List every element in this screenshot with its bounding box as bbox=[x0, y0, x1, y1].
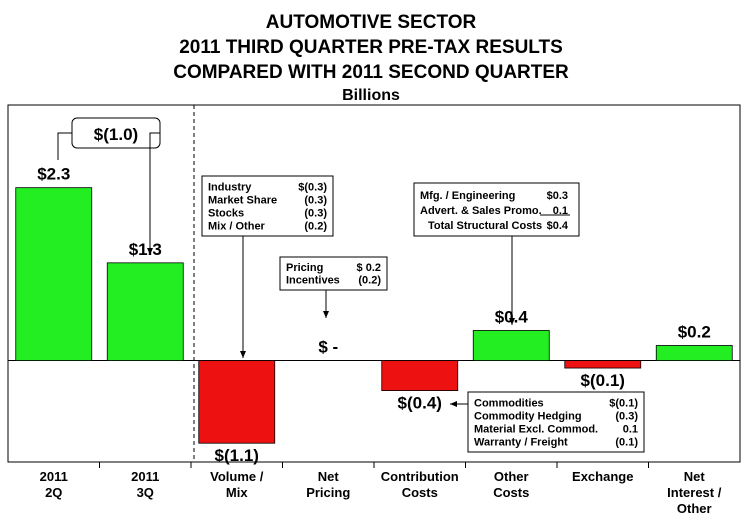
x-tick-label: Volume / Mix bbox=[210, 469, 264, 500]
x-tick-label: Contribution Costs bbox=[381, 469, 459, 500]
callout-value: $0.3 bbox=[547, 190, 568, 202]
callout-value: (0.2) bbox=[358, 275, 381, 287]
bar bbox=[15, 187, 93, 361]
callout-label: Industry bbox=[208, 181, 252, 193]
callout-label: Mix / Other bbox=[208, 220, 266, 232]
title-line: AUTOMOTIVE SECTOR bbox=[266, 12, 477, 33]
callout-value: 0.1 bbox=[553, 205, 568, 217]
x-tick-label: Net Pricing bbox=[306, 469, 350, 500]
connector bbox=[147, 132, 160, 255]
callout-value: $(0.3) bbox=[298, 181, 327, 193]
x-tick-label: Net Interest / Other bbox=[667, 469, 722, 516]
title-line: 2011 THIRD QUARTER PRE-TAX RESULTS bbox=[179, 37, 563, 58]
callout-label: Total Structural Costs bbox=[428, 220, 542, 232]
callout-value: (0.3) bbox=[615, 410, 638, 422]
callout-label: Warranty / Freight bbox=[474, 436, 568, 448]
value-label: $1.3 bbox=[129, 240, 162, 259]
callout-label: Material Excl. Commod. bbox=[474, 423, 598, 435]
callout-box bbox=[413, 182, 580, 237]
callout-value: $0.4 bbox=[547, 220, 569, 232]
bar bbox=[655, 345, 733, 361]
bar bbox=[381, 360, 459, 391]
callout-box bbox=[467, 391, 645, 453]
callout-box bbox=[201, 175, 334, 237]
x-tick-label: 2011 2Q bbox=[40, 469, 68, 500]
value-label: $2.3 bbox=[37, 165, 70, 184]
callout-value: (0.3) bbox=[304, 194, 327, 206]
callout-value: (0.1) bbox=[615, 436, 638, 448]
callout-value: $ 0.2 bbox=[357, 262, 381, 274]
callout-label: Commodities bbox=[474, 397, 544, 409]
title-line: COMPARED WITH 2011 SECOND QUARTER bbox=[173, 62, 569, 83]
callout-value: $(0.1) bbox=[609, 397, 638, 409]
value-label: $(0.1) bbox=[581, 371, 625, 390]
x-tick-label: Other Costs bbox=[493, 469, 529, 500]
value-label: $ - bbox=[318, 338, 338, 357]
subtitle: Billions bbox=[342, 87, 400, 104]
callout-label: Incentives bbox=[286, 275, 340, 287]
value-label: $(0.4) bbox=[398, 394, 442, 413]
x-tick-label: Exchange bbox=[572, 469, 633, 484]
bar bbox=[106, 262, 184, 361]
bar bbox=[472, 330, 550, 361]
callout-value: 0.1 bbox=[623, 423, 638, 435]
callout-text: $(1.0) bbox=[94, 125, 138, 144]
callout-label: Mfg. / Engineering bbox=[420, 190, 515, 202]
bar bbox=[564, 360, 642, 369]
callout-label: Advert. & Sales Promo. bbox=[420, 205, 542, 217]
value-label: $0.2 bbox=[678, 323, 711, 342]
connector bbox=[57, 132, 72, 160]
x-tick-label: 2011 3Q bbox=[131, 469, 159, 500]
callout-label: Commodity Hedging bbox=[474, 410, 582, 422]
callout-label: Pricing bbox=[286, 262, 323, 274]
value-label: $(1.1) bbox=[215, 446, 259, 465]
bar bbox=[198, 360, 276, 444]
callout-box bbox=[279, 256, 388, 291]
callout-value: (0.2) bbox=[304, 220, 327, 232]
callout-label: Stocks bbox=[208, 207, 244, 219]
callout-label: Market Share bbox=[208, 194, 277, 206]
callout-value: (0.3) bbox=[304, 207, 327, 219]
